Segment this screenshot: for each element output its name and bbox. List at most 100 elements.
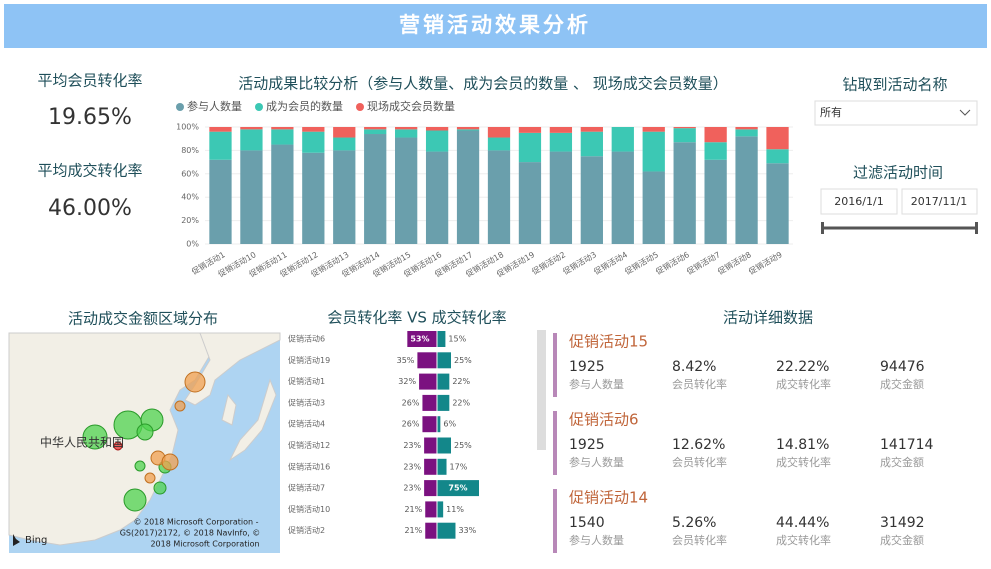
card-label: 成交转化率: [776, 533, 831, 547]
legend-swatch: [356, 103, 364, 111]
bar-segment: [271, 129, 294, 145]
bar-segment: [549, 127, 573, 133]
bar-segment: [518, 132, 542, 163]
y-tick-label: 40%: [181, 193, 199, 202]
category-label: 促销活动6: [288, 334, 325, 344]
map-attribution: © 2018 Microsoft Corporation -: [133, 518, 258, 527]
x-tick-label: 促销活动7: [685, 249, 722, 276]
bar-segment: [735, 129, 758, 137]
card-label: 成交金额: [880, 533, 924, 547]
map-bubble: [134, 460, 146, 472]
legend-swatch: [176, 103, 184, 111]
bar-segment: [240, 150, 263, 244]
bar-segment: [704, 142, 727, 160]
legend-label: 参与人数量: [187, 99, 242, 113]
map-land: [221, 393, 237, 426]
bar-segment: [333, 137, 356, 151]
bar-right: [437, 501, 444, 518]
date-input[interactable]: [820, 188, 898, 215]
x-tick-label: 促销活动5: [623, 249, 660, 276]
bar-segment: [395, 137, 418, 244]
y-tick-label: 100%: [176, 123, 199, 132]
value-label: 11%: [446, 505, 464, 514]
header-bar: [4, 4, 987, 48]
value-label: 35%: [397, 356, 415, 365]
slider-handle[interactable]: [975, 222, 978, 234]
value-label: 25%: [454, 441, 472, 450]
map-bubble: [161, 453, 179, 471]
value-label: 21%: [404, 526, 422, 535]
date-input[interactable]: [901, 188, 978, 215]
map-bubble: [184, 371, 206, 393]
value-label: 32%: [398, 377, 416, 386]
y-tick-label: 0%: [186, 240, 199, 249]
card-value: 22.22%: [776, 359, 829, 375]
bar-right: [437, 522, 456, 539]
map-land: [228, 378, 277, 462]
category-label: 促销活动12: [288, 440, 330, 450]
bar-right: [437, 416, 441, 433]
card-value: 8.42%: [672, 359, 716, 375]
bar-segment: [673, 127, 696, 129]
value-label: 33%: [458, 526, 476, 535]
map-bubble: [153, 481, 167, 495]
bar-segment: [240, 127, 263, 130]
bar-segment: [518, 162, 542, 244]
category-label: 促销活动10: [288, 504, 330, 514]
page-title: 营销活动效果分析: [399, 13, 591, 37]
bar-segment: [704, 127, 727, 143]
value-label: 17%: [450, 462, 468, 471]
bar-right: [437, 331, 446, 347]
bar-segment: [735, 127, 758, 130]
bar-segment: [518, 127, 542, 133]
bar-segment: [333, 127, 356, 138]
card-value: 14.81%: [776, 437, 829, 453]
value-label: 75%: [448, 484, 467, 493]
legend-label: 现场成交会员数量: [367, 99, 455, 113]
x-tick-label: 促销活动9: [747, 249, 784, 276]
value-label: 53%: [410, 335, 429, 344]
card-label: 成交转化率: [776, 377, 831, 391]
bar-left: [425, 501, 437, 518]
dropdown[interactable]: [814, 100, 978, 126]
bing-logo: [13, 534, 20, 546]
bar-segment: [580, 156, 603, 244]
bar-segment: [549, 132, 573, 152]
map-bubble: [174, 400, 186, 412]
bar-segment: [673, 142, 696, 244]
value-label: 21%: [404, 505, 422, 514]
bar-left: [407, 331, 437, 347]
card-value: 5.26%: [672, 515, 716, 531]
card-label: 参与人数量: [569, 455, 624, 469]
category-label: 促销活动3: [288, 397, 325, 407]
y-tick-label: 80%: [181, 146, 199, 155]
card-label: 成交金额: [880, 377, 924, 391]
slider-handle[interactable]: [821, 222, 824, 234]
scrollbar[interactable]: [537, 330, 546, 450]
bar-segment: [456, 130, 480, 244]
card-name: 促销活动6: [569, 411, 639, 429]
bar-segment: [487, 127, 511, 138]
x-tick-label: 促销活动3: [561, 249, 598, 276]
card-value: 44.44%: [776, 515, 829, 531]
bar-right: [437, 437, 451, 454]
value-label: 23%: [403, 462, 421, 471]
bar-segment: [425, 127, 449, 131]
bar-segment: [766, 163, 789, 244]
legend-label: 成为会员的数量: [266, 99, 343, 113]
card-accent: [553, 411, 557, 475]
details-title: 活动详细数据: [723, 309, 813, 327]
bar-segment: [766, 127, 789, 150]
bar-segment: [302, 127, 325, 132]
card-label: 成交转化率: [776, 455, 831, 469]
bar-segment: [642, 127, 665, 132]
map-attribution: 2018 Microsoft Corporation: [150, 540, 259, 549]
bar-segment: [487, 150, 511, 244]
card-value: 12.62%: [672, 437, 725, 453]
bar-left: [424, 437, 437, 454]
card-value: 141714: [880, 437, 934, 453]
map-bubble: [136, 423, 154, 441]
bar-left: [425, 522, 437, 539]
bar-segment: [302, 152, 325, 244]
bar-segment: [395, 127, 418, 130]
